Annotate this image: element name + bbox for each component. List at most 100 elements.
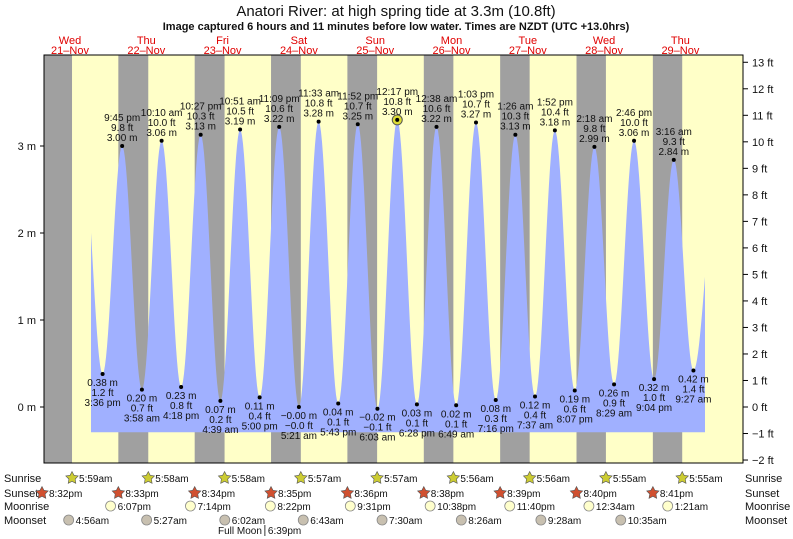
sun-star-icon bbox=[141, 470, 156, 484]
low-tide-label: 4:18 pm bbox=[163, 411, 199, 422]
low-tide-point bbox=[454, 403, 459, 408]
high-tide-label: 10.0 ft bbox=[148, 118, 176, 129]
high-tide-point bbox=[120, 144, 125, 148]
high-tide-point bbox=[159, 138, 164, 143]
low-tide-point bbox=[493, 398, 498, 403]
tide-area bbox=[91, 120, 705, 433]
high-tide-label: 3.19 m bbox=[225, 116, 256, 127]
day-name: Fri bbox=[216, 35, 229, 47]
low-tide-point bbox=[375, 406, 380, 411]
high-tide-label: 10.6 ft bbox=[265, 104, 293, 115]
moonset-time: 8:26am bbox=[468, 516, 501, 527]
sunset-star-icon bbox=[340, 485, 355, 499]
moonrise-time: 9:31pm bbox=[357, 502, 390, 513]
high-tide-label: 12:17 pm bbox=[376, 87, 418, 98]
high-tide-point bbox=[513, 132, 518, 137]
moonrise-time: 10:38pm bbox=[437, 502, 476, 513]
day-date: 23–Nov bbox=[204, 45, 242, 57]
high-tide-label: 10.8 ft bbox=[383, 97, 411, 108]
low-tide-label: −0.00 m bbox=[281, 411, 317, 422]
low-tide-label: 7:37 am bbox=[517, 421, 553, 432]
sunrise-time: 5:55am bbox=[613, 474, 646, 485]
low-tide-label: 0.9 ft bbox=[603, 398, 625, 409]
chart-subtitle: Image captured 6 hours and 11 minutes be… bbox=[163, 21, 630, 33]
high-tide-point bbox=[198, 132, 203, 137]
low-tide-label: 0.42 m bbox=[678, 374, 709, 385]
moonrise-icon bbox=[504, 500, 516, 512]
day-name: Thu bbox=[137, 35, 156, 47]
sunrise-time: 5:58am bbox=[155, 474, 188, 485]
day-name: Wed bbox=[593, 35, 615, 47]
high-tide-label: 10:51 am bbox=[219, 96, 261, 107]
sunrise-time: 5:57am bbox=[384, 474, 417, 485]
low-tide-label: 6:49 am bbox=[438, 429, 474, 440]
low-tide-label: 8:07 pm bbox=[557, 414, 593, 425]
high-tide-label: 3.28 m bbox=[303, 109, 334, 120]
sunrise-time: 5:58am bbox=[232, 474, 265, 485]
high-tide-label: 10.6 ft bbox=[423, 104, 451, 115]
high-tide-label: 10.4 ft bbox=[541, 107, 569, 118]
high-tide-point bbox=[632, 138, 637, 143]
high-tide-point bbox=[473, 120, 478, 125]
full-moon-time: 6:39pm bbox=[268, 526, 301, 537]
tide-fill bbox=[91, 120, 705, 433]
moonset-time: 10:35am bbox=[628, 516, 667, 527]
low-tide-label: −0.1 ft bbox=[363, 423, 391, 434]
high-tide-label: 10.3 ft bbox=[187, 112, 215, 123]
high-tide-point bbox=[277, 124, 282, 129]
high-tide-point bbox=[355, 122, 360, 127]
high-tide-point bbox=[395, 117, 400, 122]
sun-star-icon bbox=[370, 470, 384, 484]
day-date: 29–Nov bbox=[661, 45, 699, 57]
low-tide-label: 0.1 ft bbox=[406, 418, 428, 429]
moonset-time: 4:56am bbox=[76, 516, 109, 527]
sunset-time: 8:32pm bbox=[49, 489, 82, 500]
sunset-time: 8:38pm bbox=[431, 489, 464, 500]
high-tide-label: 9.8 ft bbox=[111, 123, 133, 134]
low-tide-point bbox=[572, 388, 577, 393]
high-tide-point bbox=[671, 157, 676, 162]
low-tide-label: 0.1 ft bbox=[327, 418, 349, 429]
moonset-icon bbox=[297, 514, 309, 526]
sunset-time: 8:35pm bbox=[278, 489, 311, 500]
sunrise-row-label: Sunrise bbox=[4, 473, 41, 485]
high-tide-label: 10.3 ft bbox=[501, 112, 529, 123]
day-labels: Wed21–NovThu22–NovFri23–NovSat24–NovSun2… bbox=[51, 35, 700, 57]
sunset-star-icon bbox=[569, 485, 584, 499]
high-tide-label: 1:03 pm bbox=[458, 90, 494, 101]
low-tide-point bbox=[179, 384, 184, 389]
sunset-star-icon bbox=[264, 485, 278, 499]
high-tide-label: 10.8 ft bbox=[305, 99, 333, 110]
high-tide-label: 11:09 pm bbox=[259, 94, 300, 105]
low-tide-label: 0.19 m bbox=[559, 394, 590, 405]
sunset-time: 8:41pm bbox=[660, 489, 693, 500]
sunset-star-icon bbox=[35, 485, 49, 499]
high-tide-label: 3.22 m bbox=[421, 114, 452, 125]
high-tide-label: 10.0 ft bbox=[620, 118, 648, 129]
low-tide-label: 6:28 pm bbox=[399, 428, 435, 439]
moonset-time: 5:27am bbox=[154, 516, 187, 527]
high-tide-label: 11:33 am bbox=[298, 89, 339, 100]
moonrise-icon bbox=[105, 500, 116, 512]
low-tide-label: 0.23 m bbox=[166, 391, 197, 402]
sunset-star-icon bbox=[187, 485, 202, 499]
high-tide-label: 3.00 m bbox=[107, 133, 138, 144]
moonset-row-label-right: Moonset bbox=[745, 515, 787, 527]
high-tide-label: 3.25 m bbox=[342, 111, 373, 122]
sunset-time: 8:36pm bbox=[354, 489, 387, 500]
moonrise-row-label-right: Moonrise bbox=[745, 501, 790, 513]
moonset-icon bbox=[615, 514, 627, 526]
sunset-star-icon bbox=[416, 485, 431, 499]
day-name: Tue bbox=[519, 35, 538, 47]
sun-star-icon bbox=[217, 470, 232, 484]
low-tide-label: 5:21 am bbox=[281, 431, 317, 442]
sunrise-time: 5:55am bbox=[689, 474, 722, 485]
low-tide-label: 0.12 m bbox=[520, 401, 551, 412]
sunrise-time: 5:56am bbox=[460, 474, 493, 485]
low-tide-point bbox=[691, 368, 696, 373]
sun-star-icon bbox=[293, 470, 308, 484]
y-right-tick-label: 3 ft bbox=[752, 322, 767, 334]
high-tide-label: 3.18 m bbox=[540, 117, 571, 128]
y-right-tick-label: 11 ft bbox=[752, 110, 773, 122]
sunset-time: 8:39pm bbox=[507, 489, 540, 500]
